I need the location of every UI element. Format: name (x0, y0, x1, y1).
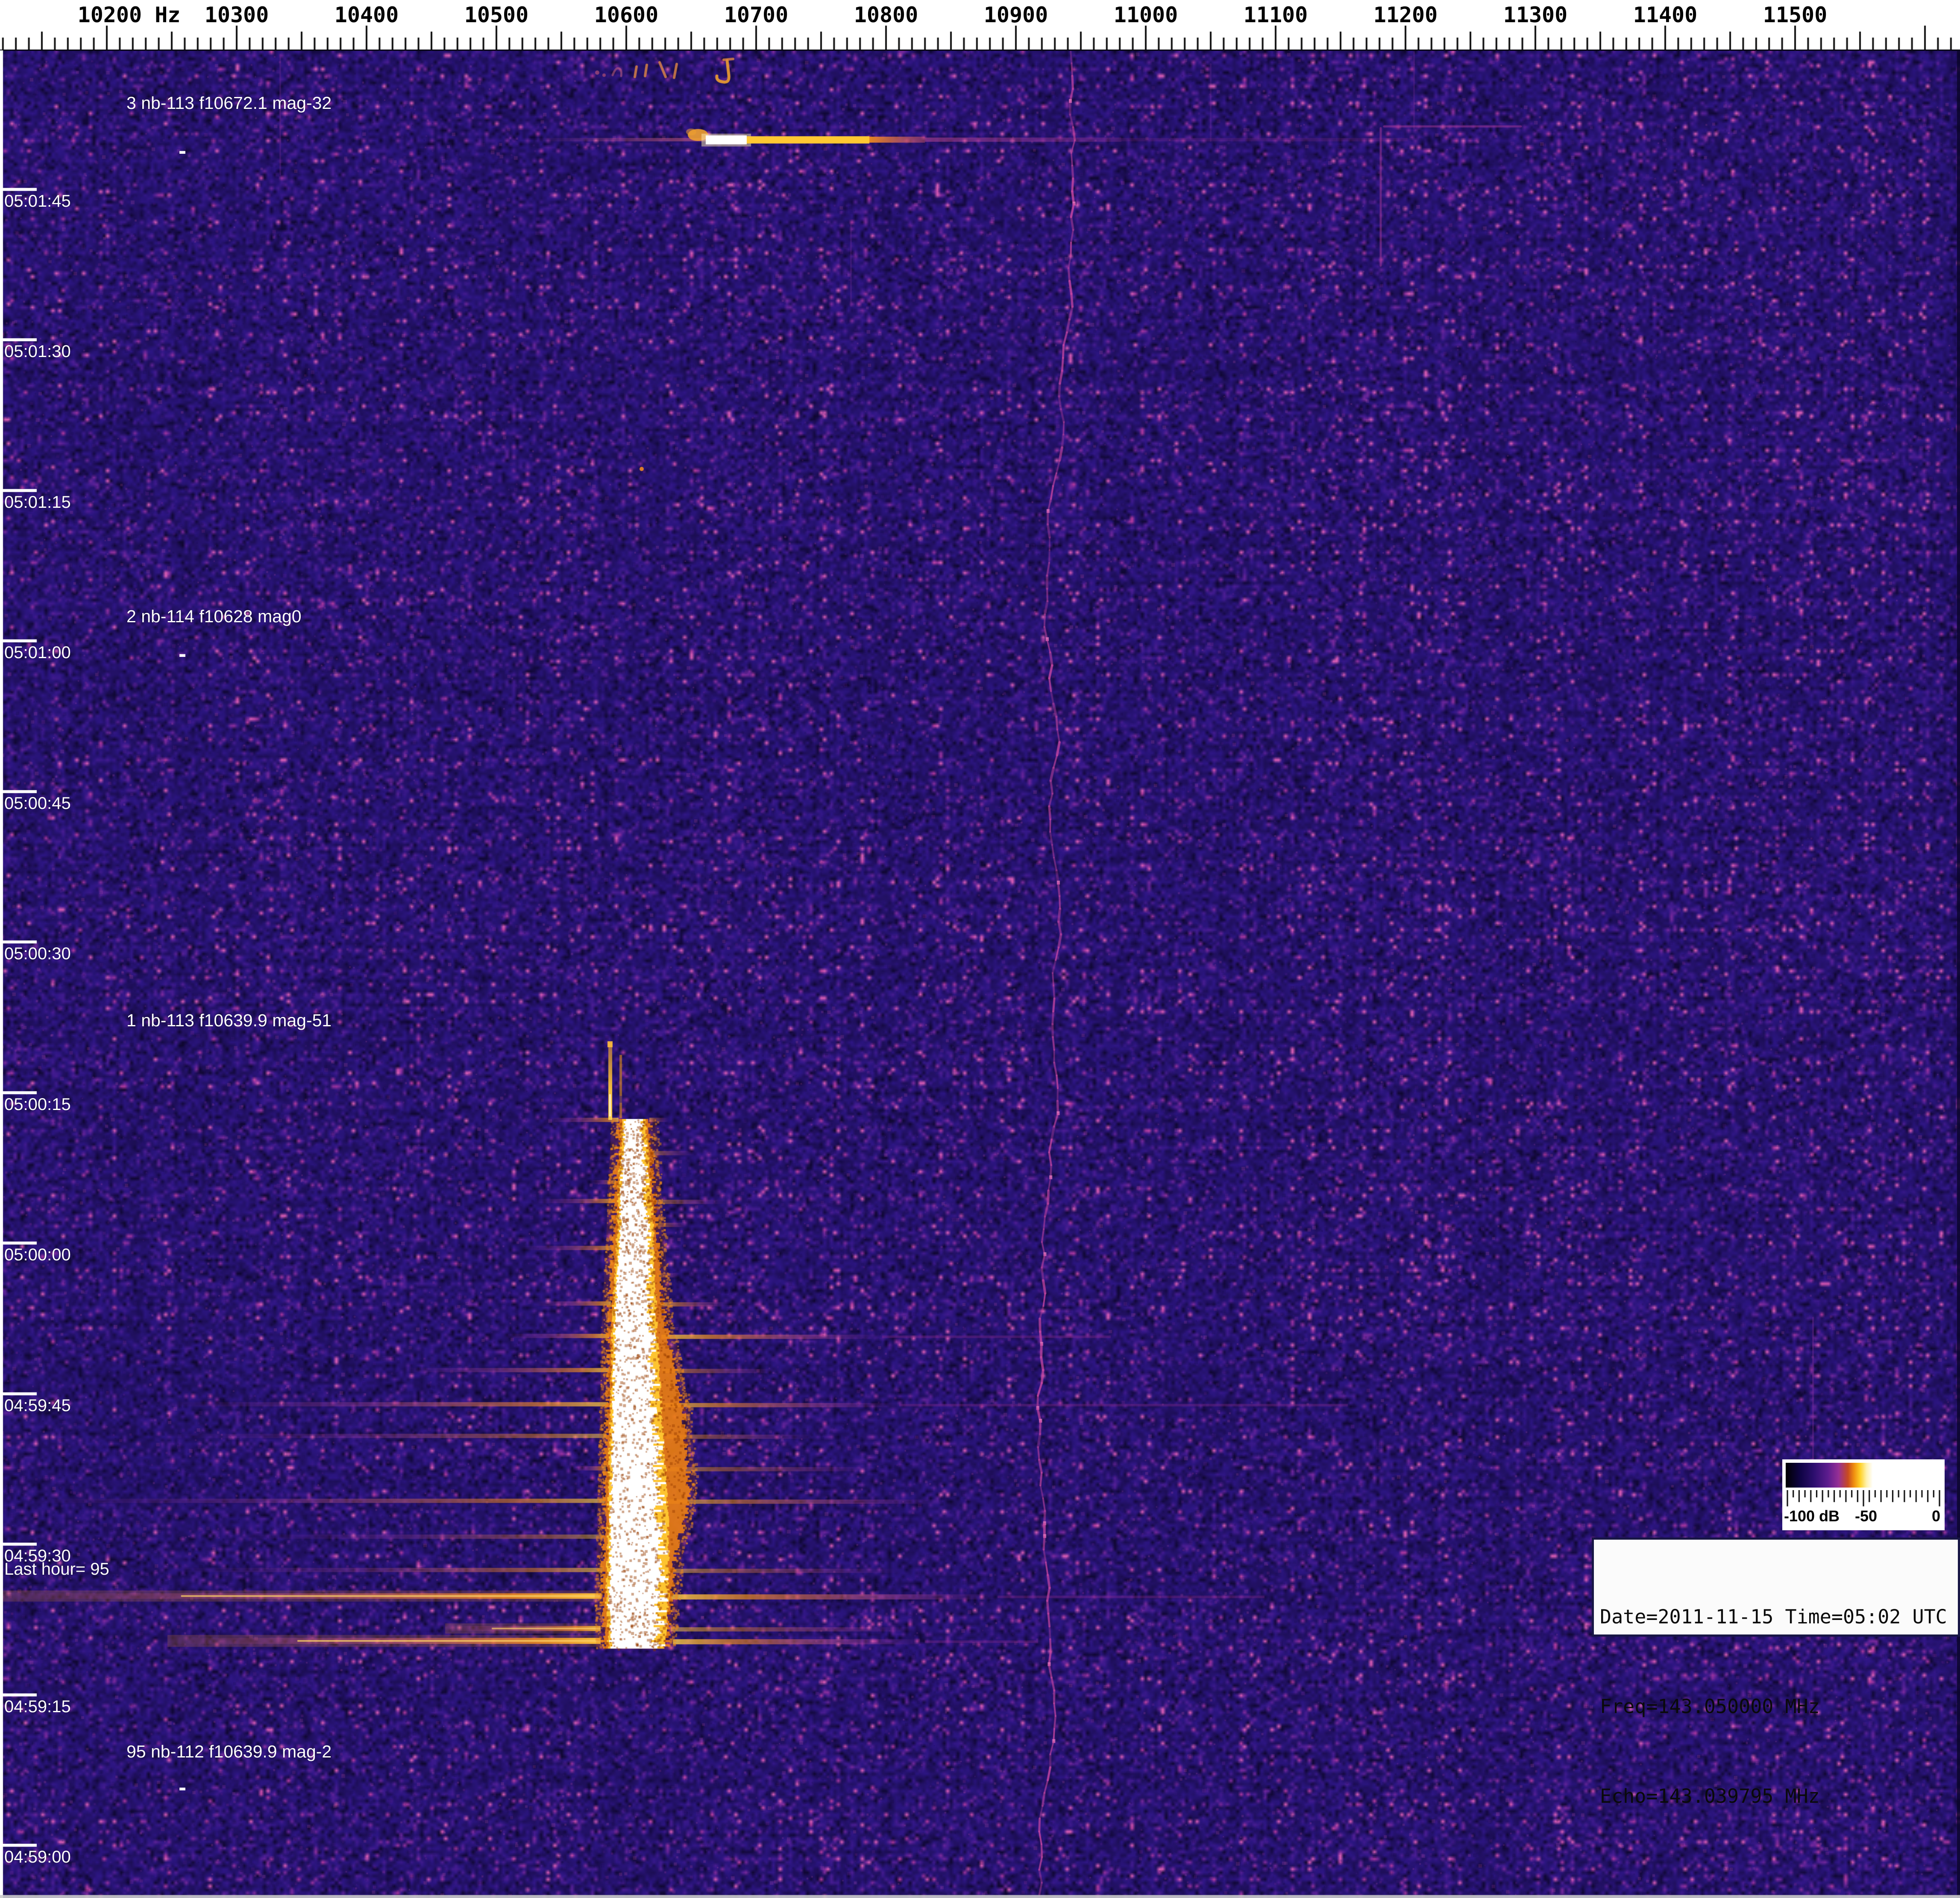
event-marker-dash: - (179, 1774, 186, 1801)
event-marker-dash: - (179, 641, 186, 667)
freq-tick-label: 10500 (464, 3, 529, 27)
event-annotation-95: 95 nb-112 f10639.9 mag-2 (126, 1742, 332, 1762)
freq-tick-label: 11200 (1373, 3, 1438, 27)
db-min-label: -100 dB (1784, 1507, 1840, 1525)
echo-line: Echo=143.039795 MHz (1600, 1781, 1958, 1811)
freq-tick-label: 10600 (594, 3, 659, 27)
freq-line: Freq=143.050000 MHz (1600, 1692, 1958, 1722)
time-tick-label: 05:01:45 (4, 192, 71, 211)
time-tick-label: 05:00:15 (4, 1095, 71, 1114)
freq-tick-label: 11100 (1244, 3, 1308, 27)
spectrogram-window: 10200 Hz 10300 10400 10500 10600 10700 10800 10… (0, 0, 1960, 1898)
time-tick-label: 04:59:15 (4, 1697, 71, 1716)
event-annotation-1: 1 nb-113 f10639.9 mag-51 (126, 1011, 332, 1031)
freq-tick-label: 10900 (984, 3, 1048, 27)
freq-tick-label: 10400 (334, 3, 399, 27)
time-tick-label: 05:00:00 (4, 1245, 71, 1265)
freq-tick-label: 11000 (1114, 3, 1178, 27)
db-max-label: 0 (1932, 1507, 1940, 1525)
time-tick-label: 05:00:30 (4, 944, 71, 964)
freq-tick-label: 10800 (854, 3, 918, 27)
freq-tick-label: 11400 (1633, 3, 1698, 27)
last-hour-counter: Last hour= 95 (4, 1560, 109, 1579)
freq-tick-label: 10300 (205, 3, 269, 27)
status-info-box: Date=2011-11-15 Time=05:02 UTC Freq=143.… (1592, 1538, 1960, 1637)
time-tick-label: 04:59:00 (4, 1848, 71, 1867)
date-time-line: Date=2011-11-15 Time=05:02 UTC (1600, 1602, 1958, 1632)
db-ruler (1786, 1490, 1941, 1509)
time-tick-label: 05:00:45 (4, 794, 71, 813)
time-tick-label: 05:01:30 (4, 342, 71, 361)
time-tick-label: 05:01:00 (4, 643, 71, 662)
event-annotation-2: 2 nb-114 f10628 mag0 (126, 606, 302, 627)
freq-tick-label: 11500 (1763, 3, 1828, 27)
time-tick-label: 05:01:15 (4, 493, 71, 512)
freq-tick-label: 11300 (1503, 3, 1568, 27)
color-gradient-bar (1786, 1463, 1941, 1488)
freq-tick-label: 10700 (724, 3, 789, 27)
freq-tick-label: 10200 Hz (78, 3, 181, 27)
db-color-legend: -100 dB -50 0 (1782, 1459, 1945, 1530)
event-marker-dash: - (179, 138, 186, 164)
event-annotation-3: 3 nb-113 f10672.1 mag-32 (126, 93, 332, 113)
db-mid-label: -50 (1855, 1507, 1877, 1525)
time-tick-label: 04:59:45 (4, 1396, 71, 1415)
